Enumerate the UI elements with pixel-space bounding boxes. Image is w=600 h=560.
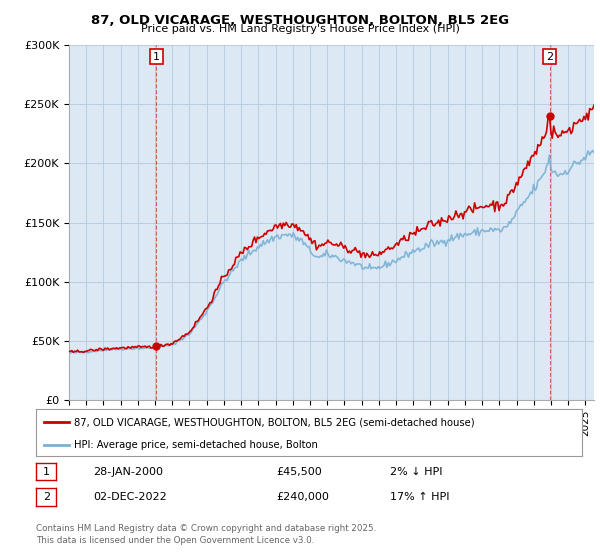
Text: 17% ↑ HPI: 17% ↑ HPI	[390, 492, 449, 502]
Text: £45,500: £45,500	[276, 466, 322, 477]
Text: 02-DEC-2022: 02-DEC-2022	[93, 492, 167, 502]
Text: Price paid vs. HM Land Registry's House Price Index (HPI): Price paid vs. HM Land Registry's House …	[140, 24, 460, 34]
Text: 1: 1	[153, 52, 160, 62]
Text: 2: 2	[546, 52, 553, 62]
Text: HPI: Average price, semi-detached house, Bolton: HPI: Average price, semi-detached house,…	[74, 440, 318, 450]
Text: 2% ↓ HPI: 2% ↓ HPI	[390, 466, 443, 477]
Text: 1: 1	[43, 466, 50, 477]
Text: 87, OLD VICARAGE, WESTHOUGHTON, BOLTON, BL5 2EG (semi-detached house): 87, OLD VICARAGE, WESTHOUGHTON, BOLTON, …	[74, 417, 475, 427]
Text: 2: 2	[43, 492, 50, 502]
Text: 87, OLD VICARAGE, WESTHOUGHTON, BOLTON, BL5 2EG: 87, OLD VICARAGE, WESTHOUGHTON, BOLTON, …	[91, 14, 509, 27]
Text: 28-JAN-2000: 28-JAN-2000	[93, 466, 163, 477]
Text: Contains HM Land Registry data © Crown copyright and database right 2025.
This d: Contains HM Land Registry data © Crown c…	[36, 524, 376, 545]
Text: £240,000: £240,000	[276, 492, 329, 502]
